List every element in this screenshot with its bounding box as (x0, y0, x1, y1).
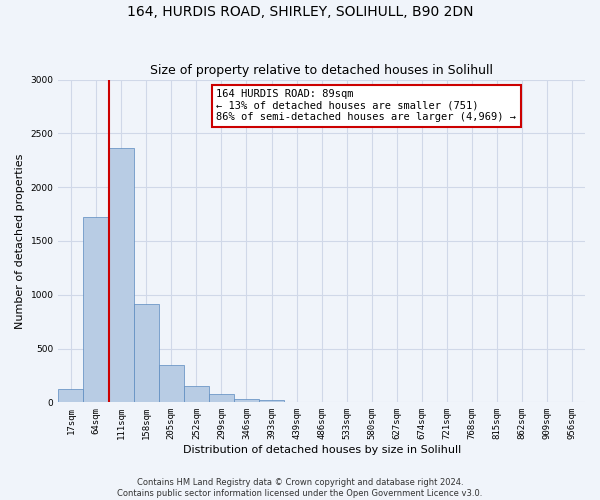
Bar (209, 394, 234, 402)
X-axis label: Distribution of detached houses by size in Solihull: Distribution of detached houses by size … (182, 445, 461, 455)
Bar (109, 148, 134, 402)
Text: 164, HURDIS ROAD, SHIRLEY, SOLIHULL, B90 2DN: 164, HURDIS ROAD, SHIRLEY, SOLIHULL, B90… (127, 5, 473, 19)
Bar (159, 365, 184, 403)
Bar (134, 304, 159, 402)
Bar (58, 390, 83, 402)
Bar (234, 398, 259, 402)
Text: 164 HURDIS ROAD: 89sqm
← 13% of detached houses are smaller (751)
86% of semi-de: 164 HURDIS ROAD: 89sqm ← 13% of detached… (217, 89, 517, 122)
Y-axis label: Number of detached properties: Number of detached properties (15, 154, 25, 328)
Bar (259, 400, 284, 402)
Bar (184, 386, 209, 402)
Title: Size of property relative to detached houses in Solihull: Size of property relative to detached ho… (150, 64, 493, 77)
Bar (83, 218, 109, 402)
Text: Contains HM Land Registry data © Crown copyright and database right 2024.
Contai: Contains HM Land Registry data © Crown c… (118, 478, 482, 498)
